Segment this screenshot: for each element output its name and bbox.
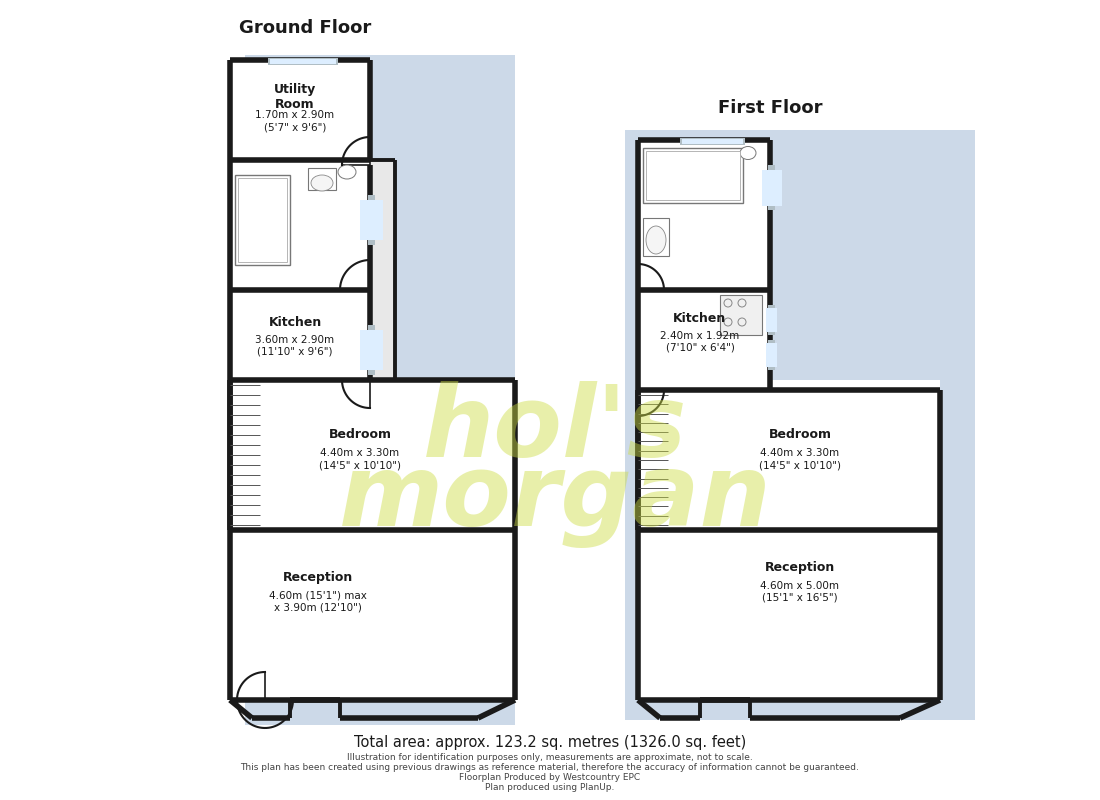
Text: hol's: hol's <box>422 382 688 478</box>
Text: Utility
Room: Utility Room <box>274 83 316 111</box>
Ellipse shape <box>311 175 333 191</box>
Bar <box>682 138 742 144</box>
Bar <box>368 195 375 245</box>
Text: 4.40m x 3.30m: 4.40m x 3.30m <box>320 448 399 458</box>
Bar <box>761 170 781 206</box>
Bar <box>268 58 338 65</box>
Bar <box>360 330 383 370</box>
Text: (11'10" x 9'6"): (11'10" x 9'6") <box>257 347 332 357</box>
Bar <box>766 308 777 332</box>
Ellipse shape <box>338 165 356 179</box>
Text: morgan: morgan <box>339 451 771 549</box>
Bar <box>644 148 743 203</box>
Ellipse shape <box>646 226 666 254</box>
Text: Illustration for identification purposes only, measurements are approximate, not: Illustration for identification purposes… <box>348 754 752 762</box>
Bar <box>271 58 336 64</box>
Bar <box>230 530 515 700</box>
Bar <box>238 178 287 262</box>
Text: (7'10" x 6'4"): (7'10" x 6'4") <box>666 343 735 353</box>
Text: 1.70m x 2.90m: 1.70m x 2.90m <box>255 110 334 120</box>
Bar <box>768 165 776 210</box>
Bar <box>230 290 370 430</box>
Bar <box>638 290 770 390</box>
Text: 4.60m (15'1") max: 4.60m (15'1") max <box>270 591 367 601</box>
Bar <box>768 305 776 335</box>
Bar <box>768 340 776 370</box>
Bar <box>646 151 740 200</box>
Text: (15'1" x 16'5"): (15'1" x 16'5") <box>762 593 838 603</box>
Ellipse shape <box>740 146 756 159</box>
Text: This plan has been created using previous drawings as reference material, theref: This plan has been created using previou… <box>241 763 859 773</box>
Bar <box>368 325 375 375</box>
Bar <box>638 140 770 290</box>
Text: 4.40m x 3.30m: 4.40m x 3.30m <box>760 448 839 458</box>
Text: First Floor: First Floor <box>717 99 823 117</box>
Text: Ground Floor: Ground Floor <box>239 19 371 37</box>
Text: 2.40m x 1.92m: 2.40m x 1.92m <box>660 331 739 341</box>
Text: Reception: Reception <box>283 571 353 585</box>
Bar <box>644 218 669 256</box>
Text: Plan produced using PlanUp.: Plan produced using PlanUp. <box>485 782 615 791</box>
Text: 4.60m x 5.00m: 4.60m x 5.00m <box>760 581 839 591</box>
Bar <box>644 148 743 203</box>
Text: Kitchen: Kitchen <box>673 311 727 325</box>
Bar <box>230 60 370 165</box>
Bar <box>625 130 975 720</box>
Text: (5'7" x 9'6"): (5'7" x 9'6") <box>264 122 327 132</box>
Bar <box>308 168 336 190</box>
Text: Reception: Reception <box>764 562 835 574</box>
Bar <box>638 380 940 530</box>
Bar <box>245 55 515 725</box>
Text: (14'5" x 10'10"): (14'5" x 10'10") <box>759 460 842 470</box>
Text: 3.60m x 2.90m: 3.60m x 2.90m <box>255 335 334 345</box>
Bar <box>720 295 762 335</box>
Text: Bedroom: Bedroom <box>769 429 832 442</box>
Bar <box>235 175 290 265</box>
Bar <box>370 160 395 380</box>
Text: (14'5" x 10'10"): (14'5" x 10'10") <box>319 460 402 470</box>
Text: x 3.90m (12'10"): x 3.90m (12'10") <box>274 603 362 613</box>
Bar <box>230 380 515 530</box>
Bar <box>235 175 290 265</box>
Text: Total area: approx. 123.2 sq. metres (1326.0 sq. feet): Total area: approx. 123.2 sq. metres (13… <box>354 734 746 750</box>
Text: Floorplan Produced by Westcountry EPC: Floorplan Produced by Westcountry EPC <box>460 774 640 782</box>
Bar <box>360 200 383 240</box>
Text: Bedroom: Bedroom <box>329 429 392 442</box>
Bar <box>638 530 940 700</box>
Text: Kitchen: Kitchen <box>268 315 321 329</box>
Bar <box>680 138 745 145</box>
Bar <box>230 165 370 290</box>
Bar <box>766 343 777 367</box>
